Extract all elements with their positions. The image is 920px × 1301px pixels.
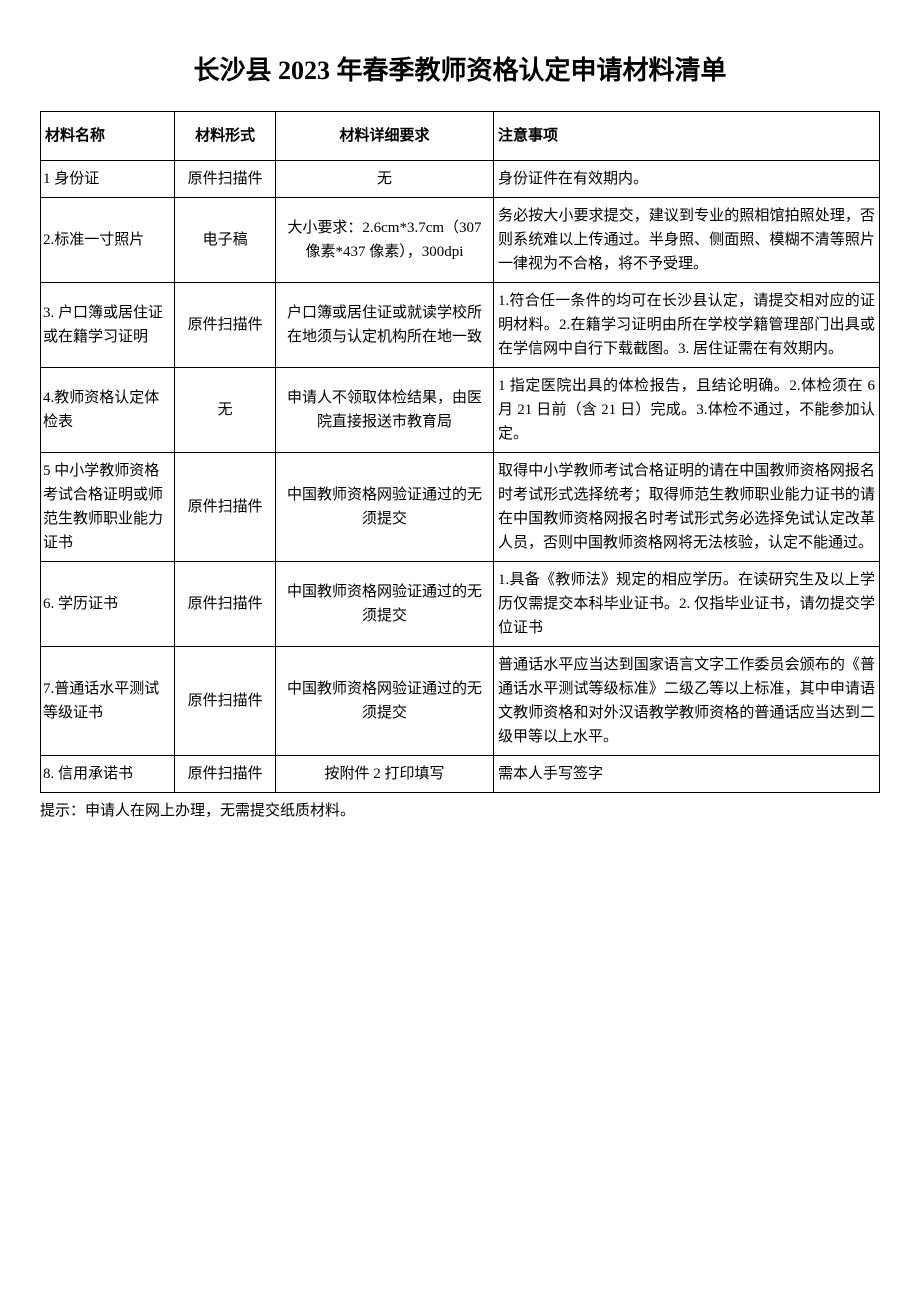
table-row: 2.标准一寸照片电子稿大小要求：2.6cm*3.7cm（307 像素*437 像… — [41, 198, 880, 283]
cell-note: 1.具备《教师法》规定的相应学历。在读研究生及以上学历仅需提交本科毕业证书。2.… — [494, 562, 880, 647]
cell-form: 原件扫描件 — [175, 283, 276, 368]
cell-note: 身份证件在有效期内。 — [494, 161, 880, 198]
cell-detail: 中国教师资格网验证通过的无须提交 — [275, 562, 493, 647]
cell-detail: 申请人不领取体检结果，由医院直接报送市教育局 — [275, 368, 493, 453]
cell-name: 3. 户口簿或居住证或在籍学习证明 — [41, 283, 175, 368]
cell-detail: 中国教师资格网验证通过的无须提交 — [275, 453, 493, 562]
cell-note: 务必按大小要求提交，建议到专业的照相馆拍照处理，否则系统难以上传通过。半身照、侧… — [494, 198, 880, 283]
col-header-form: 材料形式 — [175, 112, 276, 161]
cell-note: 1 指定医院出具的体检报告，且结论明确。2.体检须在 6 月 21 日前（含 2… — [494, 368, 880, 453]
cell-name: 8. 信用承诺书 — [41, 756, 175, 793]
cell-form: 原件扫描件 — [175, 161, 276, 198]
footnote: 提示：申请人在网上办理，无需提交纸质材料。 — [40, 799, 880, 820]
col-header-name: 材料名称 — [41, 112, 175, 161]
cell-name: 6. 学历证书 — [41, 562, 175, 647]
cell-detail: 中国教师资格网验证通过的无须提交 — [275, 647, 493, 756]
cell-detail: 无 — [275, 161, 493, 198]
table-header-row: 材料名称 材料形式 材料详细要求 注意事项 — [41, 112, 880, 161]
cell-detail: 按附件 2 打印填写 — [275, 756, 493, 793]
table-row: 3. 户口簿或居住证或在籍学习证明原件扫描件户口簿或居住证或就读学校所在地须与认… — [41, 283, 880, 368]
table-row: 7.普通话水平测试等级证书原件扫描件中国教师资格网验证通过的无须提交普通话水平应… — [41, 647, 880, 756]
cell-name: 7.普通话水平测试等级证书 — [41, 647, 175, 756]
table-row: 4.教师资格认定体检表无申请人不领取体检结果，由医院直接报送市教育局1 指定医院… — [41, 368, 880, 453]
cell-form: 无 — [175, 368, 276, 453]
table-row: 5 中小学教师资格考试合格证明或师范生教师职业能力证书原件扫描件中国教师资格网验… — [41, 453, 880, 562]
cell-note: 普通话水平应当达到国家语言文字工作委员会颁布的《普通话水平测试等级标准》二级乙等… — [494, 647, 880, 756]
table-row: 6. 学历证书原件扫描件中国教师资格网验证通过的无须提交1.具备《教师法》规定的… — [41, 562, 880, 647]
cell-form: 原件扫描件 — [175, 756, 276, 793]
table-body: 1 身份证原件扫描件无身份证件在有效期内。2.标准一寸照片电子稿大小要求：2.6… — [41, 161, 880, 793]
cell-form: 原件扫描件 — [175, 453, 276, 562]
cell-detail: 户口簿或居住证或就读学校所在地须与认定机构所在地一致 — [275, 283, 493, 368]
cell-detail: 大小要求：2.6cm*3.7cm（307 像素*437 像素），300dpi — [275, 198, 493, 283]
cell-name: 5 中小学教师资格考试合格证明或师范生教师职业能力证书 — [41, 453, 175, 562]
cell-name: 2.标准一寸照片 — [41, 198, 175, 283]
cell-note: 需本人手写签字 — [494, 756, 880, 793]
cell-note: 1.符合任一条件的均可在长沙县认定，请提交相对应的证明材料。2.在籍学习证明由所… — [494, 283, 880, 368]
cell-note: 取得中小学教师考试合格证明的请在中国教师资格网报名时考试形式选择统考；取得师范生… — [494, 453, 880, 562]
table-row: 8. 信用承诺书原件扫描件按附件 2 打印填写需本人手写签字 — [41, 756, 880, 793]
cell-name: 1 身份证 — [41, 161, 175, 198]
cell-form: 原件扫描件 — [175, 562, 276, 647]
col-header-detail: 材料详细要求 — [275, 112, 493, 161]
table-row: 1 身份证原件扫描件无身份证件在有效期内。 — [41, 161, 880, 198]
page-title: 长沙县 2023 年春季教师资格认定申请材料清单 — [40, 50, 880, 87]
cell-form: 原件扫描件 — [175, 647, 276, 756]
col-header-note: 注意事项 — [494, 112, 880, 161]
cell-name: 4.教师资格认定体检表 — [41, 368, 175, 453]
cell-form: 电子稿 — [175, 198, 276, 283]
materials-table: 材料名称 材料形式 材料详细要求 注意事项 1 身份证原件扫描件无身份证件在有效… — [40, 111, 880, 793]
